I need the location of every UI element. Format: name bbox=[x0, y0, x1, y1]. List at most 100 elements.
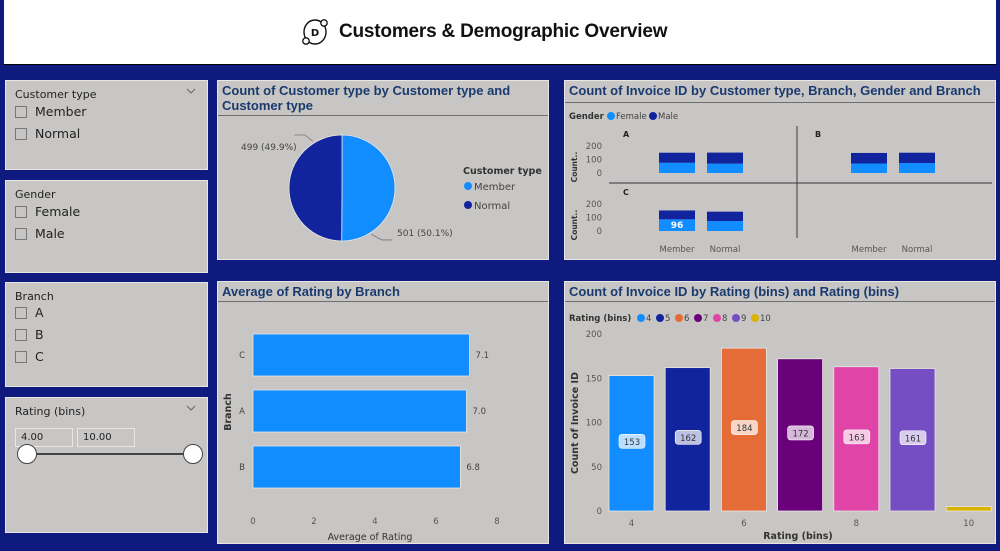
small-multiples-chart: Gender Female Male A 0 100 200 Count.. B C 0 100 200… bbox=[569, 112, 992, 255]
visual-customer-type-pie: Count of Customer type by Customer type … bbox=[217, 80, 549, 260]
legend-marker-8 bbox=[713, 314, 721, 322]
legend-title: Rating (bins) bbox=[569, 314, 631, 324]
bar-rating-7 bbox=[777, 358, 824, 512]
slicer-option-c[interactable]: C bbox=[15, 349, 44, 364]
y-tick-label: 200 bbox=[586, 330, 602, 340]
y-tick-label: 200 bbox=[586, 200, 602, 210]
checkbox[interactable] bbox=[15, 328, 27, 341]
chevron-down-icon[interactable] bbox=[185, 402, 197, 414]
y-tick-label: 100 bbox=[586, 419, 602, 429]
option-label: Male bbox=[35, 226, 65, 241]
bar-data-label: 163 bbox=[849, 433, 865, 443]
legend-title: Customer type bbox=[463, 166, 542, 177]
bar-data-label: 7.0 bbox=[473, 407, 487, 417]
legend-marker-4 bbox=[637, 314, 645, 322]
bar-segment-male bbox=[659, 152, 695, 163]
legend-marker-6 bbox=[675, 314, 683, 322]
x-tick-label: 2 bbox=[311, 517, 316, 527]
option-label: A bbox=[35, 305, 44, 320]
y-tick-label: 100 bbox=[586, 156, 602, 166]
slicer-title: Rating (bins) bbox=[15, 405, 86, 418]
legend-label: 6 bbox=[684, 314, 689, 324]
bar-c bbox=[252, 333, 470, 377]
data-label-bg bbox=[674, 430, 702, 445]
checkbox[interactable] bbox=[15, 105, 27, 118]
legend-marker-normal bbox=[464, 201, 472, 209]
visual-avg-rating-by-branch: Average of Rating by Branch C 7.1 A 7.0 B 6.8… bbox=[217, 281, 549, 544]
x-tick-label: Member bbox=[852, 245, 887, 255]
checkbox[interactable] bbox=[15, 227, 27, 240]
data-label-leader bbox=[370, 233, 393, 241]
slicer-option-member[interactable]: Member bbox=[15, 104, 86, 119]
bar-b bbox=[252, 445, 461, 489]
bar-segment-male bbox=[899, 152, 935, 164]
checkbox[interactable] bbox=[15, 306, 27, 319]
report-title-group: D Customers & Demographic Overview bbox=[301, 18, 668, 46]
bar-segment-female bbox=[659, 219, 695, 231]
option-label: Member bbox=[35, 104, 87, 119]
bar-data-label: 153 bbox=[624, 438, 640, 448]
chevron-down-icon[interactable] bbox=[185, 85, 197, 97]
visual-title: Count of Customer type by Customer type … bbox=[222, 83, 511, 113]
slicer-option-a[interactable]: A bbox=[15, 305, 44, 320]
option-label: Female bbox=[35, 204, 81, 219]
y-tick-label: 0 bbox=[597, 507, 602, 517]
range-slider-track[interactable] bbox=[28, 453, 185, 455]
checkbox[interactable] bbox=[15, 205, 27, 218]
bar-data-label: 172 bbox=[792, 429, 808, 439]
y-axis-label: Count of Invoice ID bbox=[570, 372, 581, 474]
slicer-rating-bins: Rating (bins) 4.00 10.00 bbox=[5, 397, 208, 533]
y-tick-label: 100 bbox=[586, 214, 602, 224]
title-divider bbox=[565, 301, 995, 302]
visual-title: Count of Invoice ID by Customer type, Br… bbox=[569, 83, 981, 98]
checkbox[interactable] bbox=[15, 127, 27, 140]
bar-segment-female bbox=[899, 163, 935, 173]
visual-title: Count of Invoice ID by Rating (bins) and… bbox=[569, 284, 900, 299]
panel-label-c: C bbox=[623, 188, 629, 197]
slicer-option-female[interactable]: Female bbox=[15, 204, 80, 219]
range-min-input[interactable]: 4.00 bbox=[15, 428, 73, 447]
bar-data-label: 162 bbox=[680, 434, 696, 444]
bar-segment-female bbox=[707, 163, 743, 173]
legend-label: 4 bbox=[646, 314, 651, 324]
x-tick-label: 4 bbox=[372, 517, 377, 527]
bar-segment-male bbox=[707, 152, 743, 164]
slicer-option-normal[interactable]: Normal bbox=[15, 126, 80, 141]
x-tick-label: 0 bbox=[250, 517, 255, 527]
y-tick-label: A bbox=[239, 407, 245, 417]
legend-label: 5 bbox=[665, 314, 670, 324]
bar-segment-female bbox=[851, 163, 887, 173]
slicer-title: Customer type bbox=[15, 88, 97, 101]
bar-data-label: 161 bbox=[905, 434, 921, 444]
bar-a bbox=[252, 389, 467, 433]
option-label: B bbox=[35, 327, 44, 342]
bar-data-label: 6.8 bbox=[466, 463, 480, 473]
x-axis-label: Rating (bins) bbox=[763, 531, 833, 542]
data-label-bg bbox=[899, 430, 927, 446]
x-tick-label: 10 bbox=[963, 519, 974, 529]
visual-invoice-by-rating-bins: Count of Invoice ID by Rating (bins) and… bbox=[564, 281, 996, 544]
visual-invoice-small-multiples: Count of Invoice ID by Customer type, Br… bbox=[564, 80, 996, 260]
pie-slice-member bbox=[341, 134, 396, 242]
range-slider-min-handle[interactable] bbox=[17, 444, 37, 464]
x-tick-label: 4 bbox=[629, 519, 634, 529]
x-tick-label: 8 bbox=[854, 519, 859, 529]
slicer-branch: Branch A B C bbox=[5, 282, 208, 387]
range-max-input[interactable]: 10.00 bbox=[77, 428, 135, 447]
legend-label: 10 bbox=[760, 314, 771, 324]
y-tick-label: 150 bbox=[586, 374, 602, 384]
page-title: Customers & Demographic Overview bbox=[339, 21, 668, 42]
title-divider bbox=[565, 102, 995, 103]
bar-segment-female bbox=[659, 162, 695, 173]
slicer-option-b[interactable]: B bbox=[15, 327, 44, 342]
slicer-option-male[interactable]: Male bbox=[15, 226, 65, 241]
x-tick-label: Normal bbox=[710, 245, 741, 255]
panel-label-b: B bbox=[815, 130, 821, 139]
checkbox[interactable] bbox=[15, 350, 27, 363]
y-tick-label: C bbox=[239, 351, 245, 361]
range-slider-max-handle[interactable] bbox=[183, 444, 203, 464]
horizontal-bar-chart: C 7.1 A 7.0 B 6.8 0 2 4 6 8 Average of Rating Branch bbox=[223, 333, 500, 543]
slicer-title: Branch bbox=[15, 290, 54, 303]
y-tick-label: B bbox=[239, 463, 245, 473]
x-tick-label: Normal bbox=[902, 245, 933, 255]
